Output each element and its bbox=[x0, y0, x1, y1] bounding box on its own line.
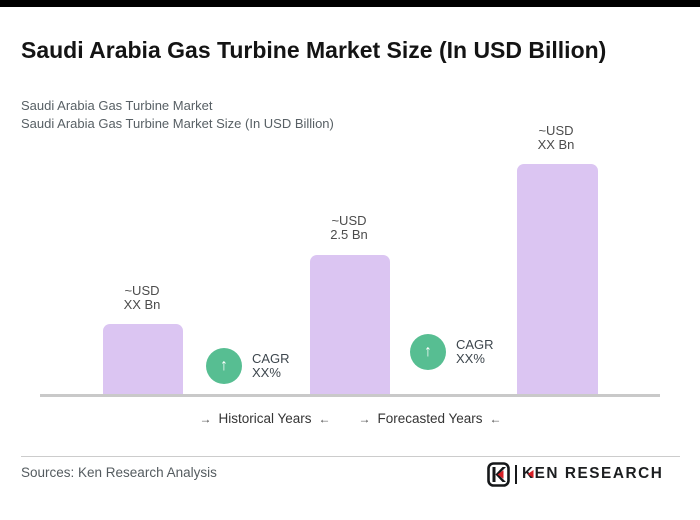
logo-wordmark-rest: EN RESEARCH bbox=[534, 465, 664, 482]
cagr-badge-label: CAGR XX% bbox=[456, 338, 494, 366]
subtitle-line-1: Saudi Arabia Gas Turbine Market bbox=[21, 98, 213, 113]
page-title: Saudi Arabia Gas Turbine Market Size (In… bbox=[21, 37, 607, 64]
logo-letter-k: K bbox=[522, 465, 535, 482]
cagr1-line2: XX% bbox=[252, 365, 281, 380]
ken-research-logo: K EN RESEARCH bbox=[487, 461, 669, 487]
cagr-up-arrow-icon: ↑ bbox=[206, 348, 242, 384]
cagr-badge-label: CAGR XX% bbox=[252, 352, 290, 380]
cagr1-line1: CAGR bbox=[252, 351, 290, 366]
bar3-value-line2: XX Bn bbox=[537, 137, 575, 152]
left-arrow-icon: ← bbox=[318, 411, 331, 426]
axis-span-label: Forecasted Years bbox=[377, 411, 483, 426]
bar1-value-line1: ~USD bbox=[124, 283, 160, 298]
bar2-value-line1: ~USD bbox=[331, 213, 367, 228]
logo-wordmark: K EN RESEARCH bbox=[522, 465, 663, 483]
subtitle-line-2: Saudi Arabia Gas Turbine Market Size (In… bbox=[21, 116, 334, 131]
bar-historical bbox=[103, 324, 183, 396]
bar2-value-line2: 2.5 Bn bbox=[330, 227, 368, 242]
axis-span-forecasted-years: → Forecasted Years ← bbox=[345, 411, 515, 426]
axis-span-label: Historical Years bbox=[218, 411, 312, 426]
up-arrow-glyph: ↑ bbox=[424, 343, 432, 360]
cagr2-line1: CAGR bbox=[456, 337, 494, 352]
red-triangle-icon bbox=[527, 470, 534, 478]
bar-forecast bbox=[517, 164, 598, 396]
bar-value-label: ~USD 2.5 Bn bbox=[294, 214, 404, 242]
footer-divider bbox=[21, 456, 680, 457]
axis-span-historical-years: → Historical Years ← bbox=[180, 411, 350, 426]
bar-value-label: ~USD XX Bn bbox=[87, 284, 197, 312]
right-arrow-icon: → bbox=[358, 411, 371, 426]
right-arrow-icon: → bbox=[199, 411, 212, 426]
sources-text: Sources: Ken Research Analysis bbox=[21, 465, 217, 480]
cagr2-line2: XX% bbox=[456, 351, 485, 366]
ken-research-emblem-icon bbox=[487, 461, 510, 487]
top-accent-bar bbox=[0, 0, 700, 7]
bar-current bbox=[310, 255, 390, 396]
left-arrow-icon: ← bbox=[489, 411, 502, 426]
chart-subtitle: Saudi Arabia Gas Turbine Market Saudi Ar… bbox=[21, 97, 334, 133]
bar-value-label: ~USD XX Bn bbox=[501, 124, 611, 152]
bar3-value-line1: ~USD bbox=[538, 123, 574, 138]
bar1-value-line2: XX Bn bbox=[123, 297, 161, 312]
x-axis-baseline bbox=[40, 394, 660, 397]
logo-separator bbox=[515, 464, 517, 484]
up-arrow-glyph: ↑ bbox=[220, 357, 228, 374]
cagr-up-arrow-icon: ↑ bbox=[410, 334, 446, 370]
